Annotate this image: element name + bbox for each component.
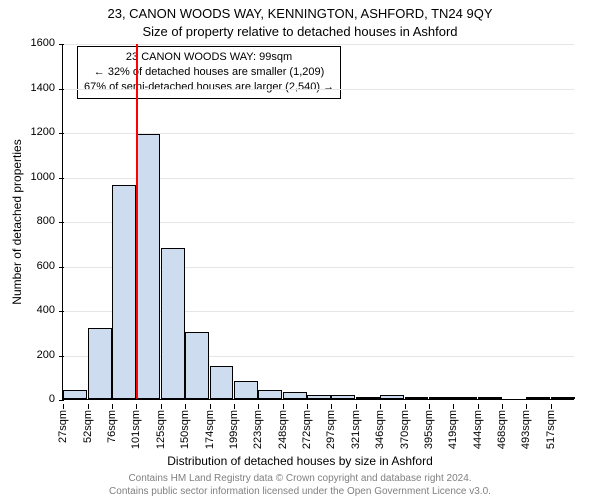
y-tick-mark bbox=[59, 356, 64, 357]
x-tick-label: 517sqm bbox=[545, 410, 557, 449]
histogram-bar bbox=[161, 248, 185, 399]
x-tick-label: 101sqm bbox=[130, 410, 142, 449]
histogram-bar bbox=[356, 397, 380, 399]
x-tick-mark bbox=[380, 404, 381, 409]
y-tick-mark bbox=[59, 133, 64, 134]
x-tick-mark bbox=[478, 404, 479, 409]
x-tick-mark bbox=[283, 404, 284, 409]
x-tick-label: 125sqm bbox=[155, 410, 167, 449]
histogram-bar bbox=[478, 397, 502, 399]
footer-line: Contains public sector information licen… bbox=[0, 486, 600, 499]
x-tick-mark bbox=[161, 404, 162, 409]
histogram-bar bbox=[63, 390, 87, 399]
x-tick-mark bbox=[551, 404, 552, 409]
x-tick-label: 444sqm bbox=[472, 410, 484, 449]
histogram-bar bbox=[234, 381, 258, 399]
histogram-bar bbox=[526, 397, 550, 399]
y-tick-mark bbox=[59, 89, 64, 90]
x-tick-label: 493sqm bbox=[520, 410, 532, 449]
x-tick-label: 27sqm bbox=[57, 410, 69, 443]
y-tick-mark bbox=[59, 44, 64, 45]
histogram-bar bbox=[258, 390, 282, 399]
y-tick-label: 600 bbox=[37, 260, 55, 272]
x-tick-label: 174sqm bbox=[204, 410, 216, 449]
marker-line bbox=[136, 44, 138, 399]
y-axis-label: Number of detached properties bbox=[10, 139, 24, 304]
x-tick-mark bbox=[356, 404, 357, 409]
y-tick-label: 1200 bbox=[31, 126, 55, 138]
footer-text: Contains HM Land Registry data © Crown c… bbox=[0, 473, 600, 498]
x-tick-label: 199sqm bbox=[228, 410, 240, 449]
x-tick-label: 248sqm bbox=[277, 410, 289, 449]
y-tick-mark bbox=[59, 222, 64, 223]
grid-line bbox=[63, 44, 574, 45]
x-tick-mark bbox=[331, 404, 332, 409]
x-tick-mark bbox=[526, 404, 527, 409]
x-tick-label: 297sqm bbox=[325, 410, 337, 449]
histogram-bar bbox=[283, 392, 307, 399]
histogram-bar bbox=[405, 397, 429, 399]
y-tick-mark bbox=[59, 311, 64, 312]
y-tick-label: 1400 bbox=[31, 82, 55, 94]
x-tick-label: 370sqm bbox=[399, 410, 411, 449]
x-tick-mark bbox=[258, 404, 259, 409]
histogram-bar bbox=[210, 366, 234, 399]
y-tick-mark bbox=[59, 267, 64, 268]
x-tick-label: 419sqm bbox=[447, 410, 459, 449]
y-tick-mark bbox=[59, 178, 64, 179]
histogram-bar bbox=[551, 397, 575, 399]
x-tick-label: 223sqm bbox=[252, 410, 264, 449]
x-tick-mark bbox=[502, 404, 503, 409]
histogram-bar bbox=[136, 134, 160, 399]
x-tick-label: 52sqm bbox=[82, 410, 94, 443]
x-tick-label: 150sqm bbox=[179, 410, 191, 449]
y-tick-label: 1600 bbox=[31, 37, 55, 49]
x-tick-mark bbox=[429, 404, 430, 409]
x-tick-mark bbox=[210, 404, 211, 409]
x-tick-mark bbox=[63, 404, 64, 409]
y-tick-label: 800 bbox=[37, 215, 55, 227]
x-tick-label: 76sqm bbox=[106, 410, 118, 443]
x-tick-label: 321sqm bbox=[350, 410, 362, 449]
x-tick-mark bbox=[185, 404, 186, 409]
x-tick-label: 272sqm bbox=[301, 410, 313, 449]
x-tick-mark bbox=[453, 404, 454, 409]
histogram-bar bbox=[380, 395, 404, 399]
x-tick-label: 468sqm bbox=[496, 410, 508, 449]
chart-title-line1: 23, CANON WOODS WAY, KENNINGTON, ASHFORD… bbox=[0, 6, 600, 21]
grid-line bbox=[63, 89, 574, 90]
x-tick-mark bbox=[112, 404, 113, 409]
x-tick-mark bbox=[136, 404, 137, 409]
chart-container: { "title_line1": "23, CANON WOODS WAY, K… bbox=[0, 0, 600, 500]
y-tick-mark bbox=[59, 400, 64, 401]
y-tick-label: 200 bbox=[37, 349, 55, 361]
x-tick-mark bbox=[234, 404, 235, 409]
histogram-bar bbox=[88, 328, 112, 399]
histogram-bar bbox=[453, 397, 477, 399]
histogram-bar bbox=[429, 397, 453, 399]
histogram-bar bbox=[185, 332, 209, 399]
y-tick-label: 400 bbox=[37, 304, 55, 316]
histogram-bar bbox=[112, 185, 136, 399]
chart-title-line2: Size of property relative to detached ho… bbox=[0, 24, 600, 39]
histogram-bar bbox=[331, 395, 355, 399]
x-axis-label: Distribution of detached houses by size … bbox=[0, 454, 600, 468]
footer-line: Contains HM Land Registry data © Crown c… bbox=[0, 473, 600, 486]
x-tick-mark bbox=[405, 404, 406, 409]
x-tick-label: 395sqm bbox=[423, 410, 435, 449]
y-tick-label: 0 bbox=[49, 393, 55, 405]
y-tick-label: 1000 bbox=[31, 171, 55, 183]
histogram-bar bbox=[307, 395, 331, 399]
x-tick-mark bbox=[307, 404, 308, 409]
x-tick-mark bbox=[88, 404, 89, 409]
plot-area: 0200400600800100012001400160027sqm52sqm7… bbox=[62, 44, 574, 400]
x-tick-label: 346sqm bbox=[374, 410, 386, 449]
